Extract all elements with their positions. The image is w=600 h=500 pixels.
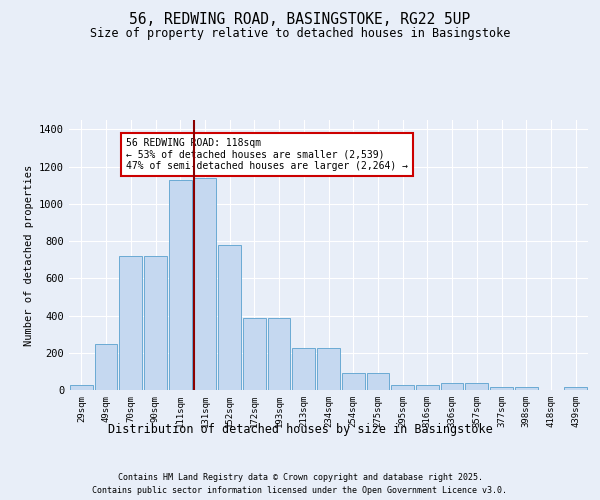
Bar	[391, 386, 414, 390]
Text: Size of property relative to detached houses in Basingstoke: Size of property relative to detached ho…	[90, 28, 510, 40]
Text: 56 REDWING ROAD: 118sqm
← 53% of detached houses are smaller (2,539)
47% of semi: 56 REDWING ROAD: 118sqm ← 53% of detache…	[126, 138, 408, 171]
Bar	[218, 245, 241, 390]
Bar	[194, 178, 216, 390]
Text: Contains public sector information licensed under the Open Government Licence v3: Contains public sector information licen…	[92, 486, 508, 495]
Bar	[490, 387, 513, 390]
Bar	[292, 348, 315, 390]
Bar	[119, 256, 142, 390]
Bar	[564, 387, 587, 390]
Bar	[169, 180, 191, 390]
Bar	[342, 373, 365, 390]
Y-axis label: Number of detached properties: Number of detached properties	[23, 164, 34, 346]
Text: Distribution of detached houses by size in Basingstoke: Distribution of detached houses by size …	[107, 422, 493, 436]
Bar	[243, 318, 266, 390]
Text: 56, REDWING ROAD, BASINGSTOKE, RG22 5UP: 56, REDWING ROAD, BASINGSTOKE, RG22 5UP	[130, 12, 470, 28]
Bar	[144, 256, 167, 390]
Text: Contains HM Land Registry data © Crown copyright and database right 2025.: Contains HM Land Registry data © Crown c…	[118, 472, 482, 482]
Bar	[416, 386, 439, 390]
Bar	[268, 318, 290, 390]
Bar	[95, 344, 118, 390]
Bar	[466, 382, 488, 390]
Bar	[70, 386, 93, 390]
Bar	[515, 387, 538, 390]
Bar	[317, 348, 340, 390]
Bar	[367, 373, 389, 390]
Bar	[441, 382, 463, 390]
